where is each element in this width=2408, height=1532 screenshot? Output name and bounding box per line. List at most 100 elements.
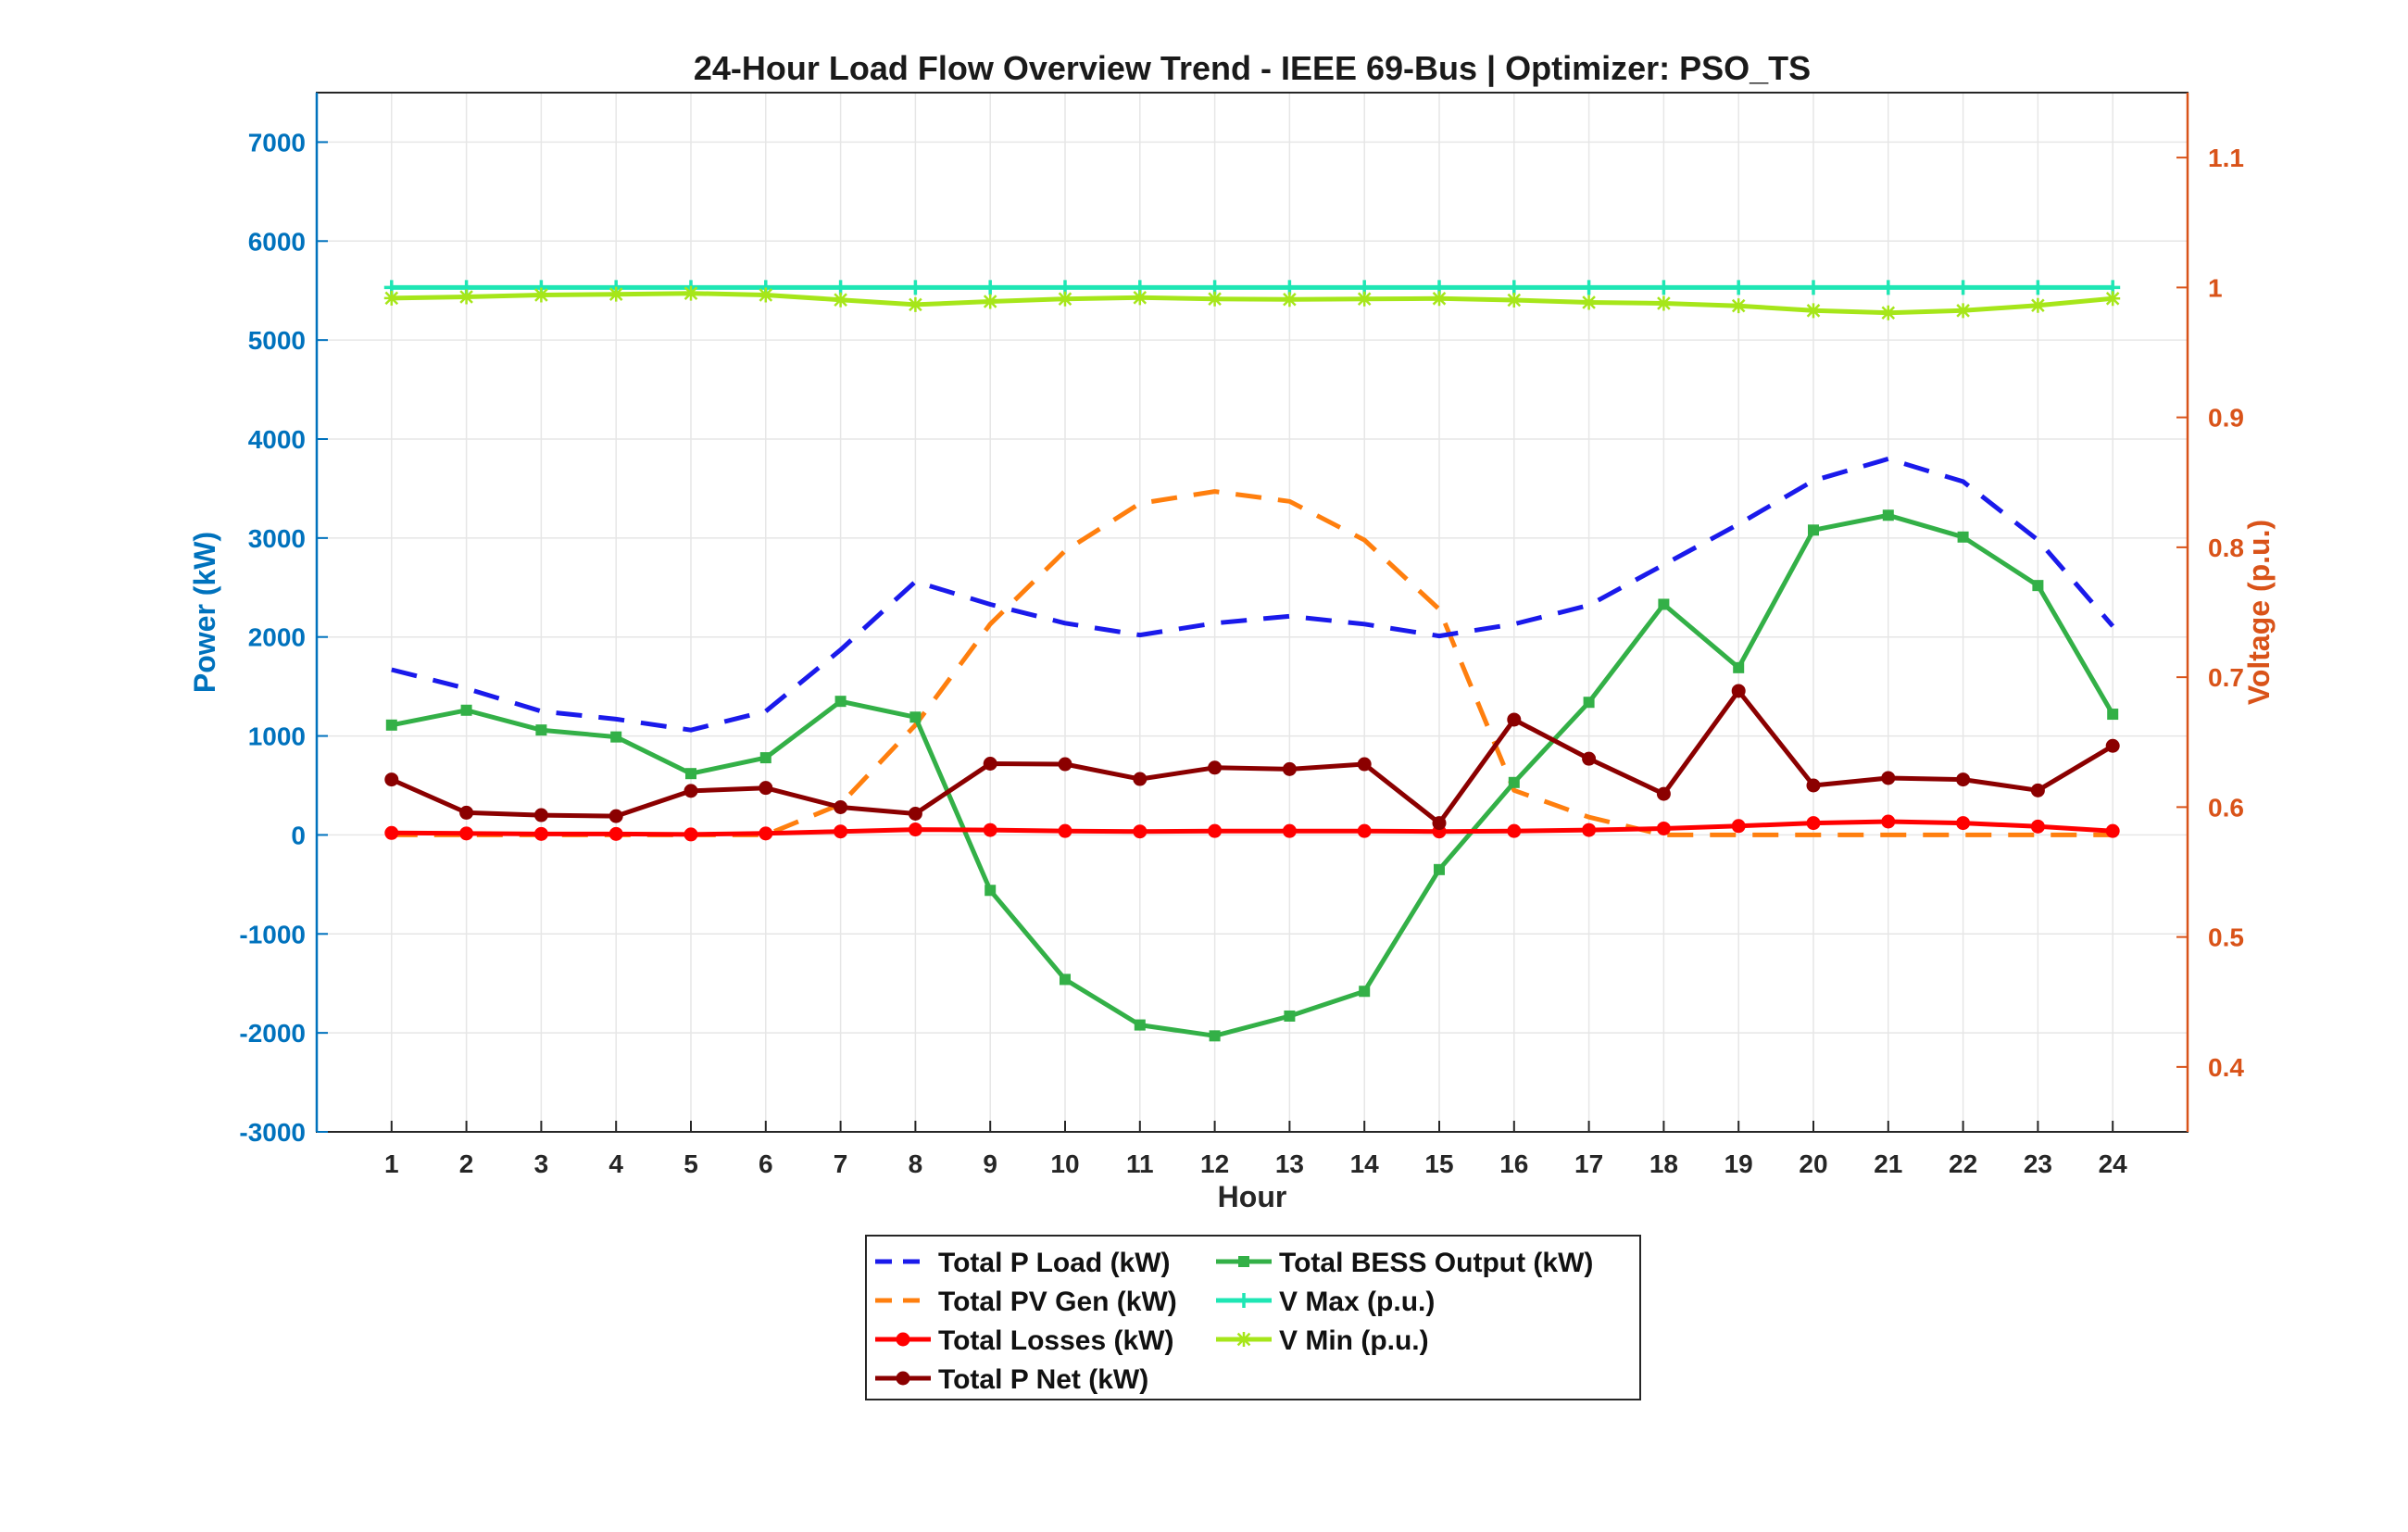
right-tick-label: 0.6 (2208, 793, 2244, 822)
data-point-total-losses (533, 826, 548, 841)
legend-entry-total-p-load: Total P Load (kW) (875, 1248, 1171, 1278)
legend-entry-total-p-net: Total P Net (kW) (875, 1364, 1148, 1395)
data-point-total-bess-output (909, 711, 922, 723)
data-point-v-max (1806, 280, 1821, 295)
data-point-total-losses (1806, 816, 1821, 831)
data-point-v-min (1282, 292, 1298, 308)
x-tick-label: 23 (2024, 1149, 2052, 1178)
x-tick-label: 19 (1724, 1149, 1753, 1178)
data-point-total-losses (1881, 814, 1896, 829)
x-tick-label: 12 (1200, 1149, 1229, 1178)
data-point-total-losses (1507, 823, 1522, 838)
legend-entry-total-bess-output: Total BESS Output (kW) (1216, 1248, 1593, 1278)
left-tick-label: -1000 (239, 920, 306, 948)
left-tick-label: 0 (291, 821, 306, 849)
data-point-total-p-net (1357, 757, 1372, 772)
right-tick-label: 0.7 (2208, 663, 2244, 692)
data-point-v-min (1357, 291, 1373, 307)
data-point-v-max (1731, 280, 1747, 295)
left-tick-label: 3000 (248, 524, 306, 553)
data-point-v-min (1581, 295, 1597, 310)
left-tick-label: 7000 (248, 128, 306, 157)
data-point-total-losses (1656, 821, 1671, 835)
series-total-p-load (391, 456, 2115, 733)
data-point-v-max (1506, 280, 1522, 295)
x-axis: 1 2 3 4 5 6 7 8 9 10 11 12 13 14 15 16 17 18 19 20 21 22 23 24 (384, 1121, 2127, 1178)
data-point-total-losses (1058, 823, 1072, 838)
data-point-v-min (1731, 298, 1747, 314)
data-point-v-min (908, 296, 923, 312)
data-point-v-min (1506, 292, 1522, 308)
legend-label-total-p-load: Total P Load (kW) (938, 1248, 1171, 1278)
series-v-min (383, 285, 2121, 320)
legend-marker-v-min (1236, 1332, 1251, 1347)
series-total-losses (384, 814, 2120, 842)
x-tick-label: 3 (534, 1149, 549, 1178)
data-point-total-losses (2030, 819, 2045, 834)
right-y-axis: 0.4 0.5 0.6 0.7 0.8 0.9 1 1.1 (2176, 93, 2244, 1132)
data-point-total-bess-output (385, 719, 397, 731)
data-point-v-min (1207, 291, 1223, 307)
data-point-total-losses (684, 827, 698, 842)
chart-title: 24-Hour Load Flow Overview Trend - IEEE … (694, 49, 1811, 88)
x-tick-label: 13 (1275, 1149, 1304, 1178)
series-line-total-pv-gen (391, 489, 2113, 837)
data-point-v-min (1955, 303, 1971, 319)
data-point-v-min (2105, 291, 2121, 307)
data-point-total-bess-output (1134, 1019, 1146, 1031)
legend-label-total-bess-output: Total BESS Output (kW) (1279, 1248, 1593, 1278)
series-line-v-min (391, 291, 2113, 316)
x-tick-label: 4 (608, 1149, 623, 1178)
left-tick-label: -3000 (239, 1118, 306, 1147)
data-point-total-p-net (684, 784, 698, 798)
data-point-total-p-net (1507, 712, 1522, 727)
data-point-v-min (1880, 305, 1896, 320)
data-point-v-max (1656, 280, 1672, 295)
series-line-total-p-net (390, 688, 2114, 826)
data-point-total-p-net (1731, 684, 1746, 698)
data-point-total-p-net (908, 806, 922, 821)
data-point-v-max (1880, 280, 1896, 295)
x-tick-label: 8 (909, 1149, 923, 1178)
data-point-total-bess-output (610, 731, 622, 743)
left-tick-label: 2000 (248, 623, 306, 652)
data-point-total-p-net (608, 809, 623, 823)
data-point-v-min (2030, 297, 2046, 313)
legend-label-total-p-net: Total P Net (kW) (938, 1364, 1148, 1395)
data-point-v-max (983, 280, 998, 295)
data-point-v-min (1132, 290, 1148, 306)
data-point-v-max (908, 280, 923, 295)
x-tick-label: 15 (1424, 1149, 1453, 1178)
data-point-v-min (608, 286, 624, 302)
data-point-total-losses (1731, 819, 1746, 834)
legend-label-v-min: V Min (p.u.) (1279, 1325, 1429, 1356)
data-point-total-bess-output (535, 724, 547, 736)
data-point-total-bess-output (2032, 580, 2044, 592)
data-point-total-losses (1357, 823, 1372, 838)
legend-marker-v-max (1236, 1293, 1251, 1308)
data-point-v-min (1432, 291, 1447, 307)
left-y-axis: -3000 -2000 -1000 0 1000 2000 3000 4000 5000 6000… (239, 93, 328, 1147)
data-point-total-bess-output (1583, 697, 1595, 709)
data-point-v-max (1955, 280, 1971, 295)
data-point-total-bess-output (1284, 1010, 1296, 1022)
data-point-total-p-net (459, 805, 474, 820)
data-point-total-losses (834, 824, 848, 839)
data-point-total-bess-output (1808, 524, 1819, 536)
data-point-total-p-net (759, 781, 773, 796)
legend-entry-v-min: V Min (p.u.) (1216, 1325, 1429, 1356)
left-tick-label: 4000 (248, 425, 306, 454)
right-tick-label: 1 (2208, 273, 2223, 302)
data-point-v-min (383, 290, 399, 306)
data-point-total-losses (2105, 823, 2120, 838)
data-point-v-max (1581, 280, 1597, 295)
x-tick-label: 1 (384, 1149, 399, 1178)
data-point-total-losses (908, 823, 922, 837)
data-point-total-losses (459, 826, 474, 841)
data-point-total-bess-output (1209, 1030, 1221, 1042)
data-point-v-min (458, 289, 474, 305)
series (383, 280, 2121, 1042)
right-tick-label: 1.1 (2208, 144, 2244, 172)
data-point-total-bess-output (685, 768, 696, 780)
legend: Total P Load (kW) Total PV Gen (kW) Total … (865, 1235, 1641, 1400)
